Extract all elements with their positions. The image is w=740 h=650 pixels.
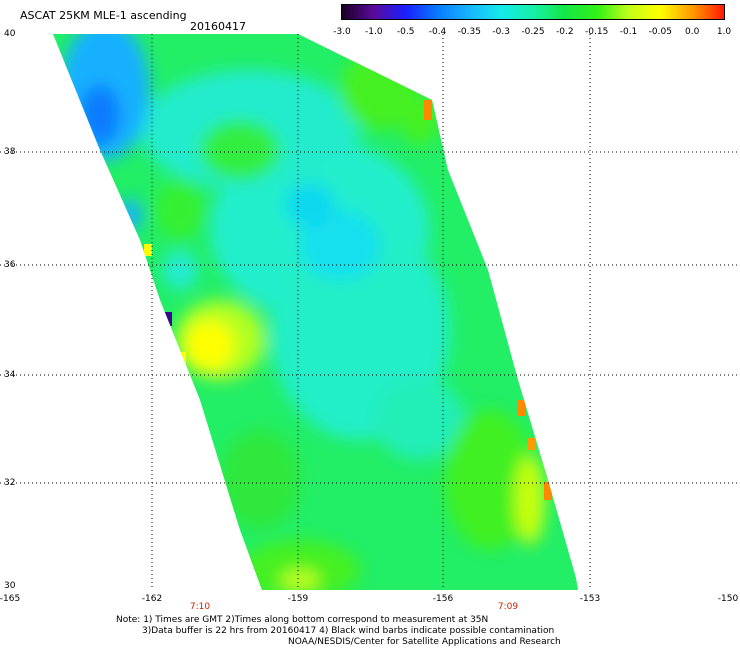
time-label-right: 7:09: [497, 602, 519, 612]
colorbar-tick-label: -1.0: [365, 27, 383, 37]
colorbar-tick-label: -0.2: [556, 27, 574, 37]
lat-label-34: 34: [4, 370, 16, 380]
colorbar: [341, 4, 725, 20]
map-date: 20160417: [190, 20, 246, 33]
colorbar-tick-label: -0.1: [619, 27, 638, 37]
note-line-3: NOAA/NESDIS/Center for Satellite Applica…: [288, 637, 561, 647]
lon-label-165: -165: [0, 594, 21, 604]
colorbar-tick-label: 0.0: [684, 27, 700, 37]
lat-label-38: 38: [4, 147, 16, 157]
colorbar-tick-label: -0.3: [492, 27, 510, 37]
lat-label-32: 32: [4, 478, 16, 488]
time-label-left: 7:10: [189, 602, 211, 612]
colorbar-tick-label: -0.5: [396, 27, 415, 37]
lat-label-36: 36: [4, 260, 16, 270]
colorbar-tick-label: -3.0: [333, 27, 351, 37]
lon-label-153: -153: [579, 594, 601, 604]
note-line-1: Note: 1) Times are GMT 2)Times along bot…: [116, 615, 489, 625]
graticule: [0, 34, 740, 590]
colorbar-tick-label: 1.0: [716, 27, 732, 37]
mle-swath: [53, 34, 578, 590]
lon-label-162: -162: [141, 594, 163, 604]
lat-label-30: 30: [4, 581, 16, 591]
map-title: ASCAT 25KM MLE-1 ascending: [20, 9, 187, 22]
colorbar-tick-label: -0.25: [521, 27, 545, 37]
colorbar-tick-label: -0.35: [457, 27, 481, 37]
lon-label-150: -150: [717, 594, 739, 604]
lat-label-40: 40: [4, 29, 16, 39]
colorbar-tick-label: -0.05: [648, 27, 672, 37]
note-line-2: 3)Data buffer is 22 hrs from 20160417 4)…: [142, 626, 555, 636]
colorbar-tick-label: -0.4: [428, 27, 447, 37]
colorbar-tick-label: -0.15: [585, 27, 609, 37]
lon-label-156: -156: [432, 594, 454, 604]
lon-label-159: -159: [287, 594, 309, 604]
